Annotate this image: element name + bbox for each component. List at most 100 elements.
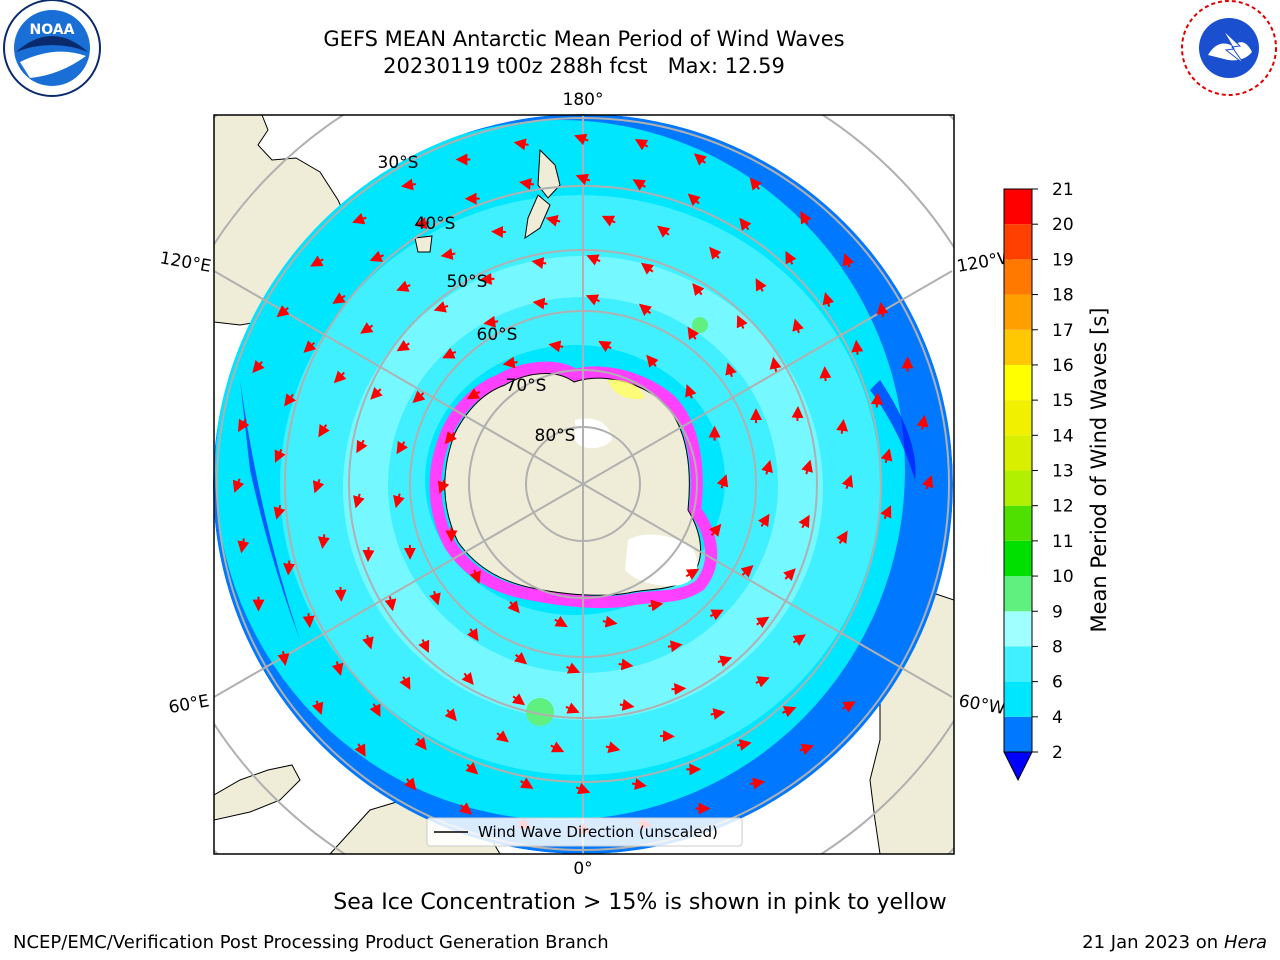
lat-label-50s: 50°S bbox=[447, 272, 488, 292]
wave-direction-arrow bbox=[716, 474, 729, 489]
wave-direction-arrow bbox=[755, 676, 770, 688]
wave-direction-arrow bbox=[369, 703, 381, 718]
wave-direction-arrow bbox=[440, 248, 456, 260]
wave-direction-arrow bbox=[740, 564, 754, 578]
wave-direction-arrow bbox=[601, 215, 616, 227]
patch-9-10s bbox=[526, 698, 554, 726]
wave-direction-arrow bbox=[709, 246, 722, 260]
wave-direction-arrow bbox=[369, 250, 384, 262]
wave-direction-arrow bbox=[693, 153, 707, 166]
wave-direction-arrow bbox=[520, 777, 534, 789]
wave-direction-arrow bbox=[717, 655, 733, 667]
colorbar-band bbox=[1004, 364, 1032, 401]
wave-direction-arrow bbox=[479, 273, 495, 285]
wave-direction-arrow bbox=[334, 586, 347, 602]
wave-direction-arrow bbox=[709, 523, 722, 537]
wave-direction-arrow bbox=[511, 693, 526, 706]
wave-direction-arrow bbox=[739, 217, 752, 231]
wave-direction-arrow bbox=[761, 459, 773, 475]
wave-direction-arrow bbox=[414, 737, 427, 751]
wave-direction-arrow bbox=[532, 297, 548, 310]
wave-direction-arrow bbox=[433, 301, 449, 313]
wave-direction-arrow bbox=[412, 390, 426, 404]
wave-direction-arrow bbox=[404, 777, 417, 791]
wave-direction-arrow bbox=[513, 138, 529, 151]
wave-direction-arrow bbox=[836, 418, 849, 434]
wave-direction-arrow bbox=[442, 347, 457, 359]
wave-direction-arrow bbox=[252, 360, 265, 374]
wave-direction-arrow bbox=[782, 706, 797, 718]
wave-direction-arrow bbox=[598, 340, 612, 353]
colorbar-tick-label: 14 bbox=[1052, 426, 1074, 446]
wave-direction-arrow bbox=[277, 651, 290, 667]
legend-box bbox=[426, 817, 743, 847]
wave-direction-arrow bbox=[687, 326, 700, 341]
colorbar-tick-label: 2 bbox=[1052, 743, 1063, 763]
new-zealand-north bbox=[537, 148, 561, 199]
legend-label: Wind Wave Direction (unscaled) bbox=[478, 823, 718, 841]
lat-label-80s: 80°S bbox=[535, 426, 576, 446]
colorbar-band bbox=[1004, 505, 1032, 541]
wave-direction-arrow bbox=[393, 493, 405, 509]
wave-direction-arrow bbox=[437, 479, 450, 494]
colorbar-band bbox=[1004, 400, 1032, 436]
madagascar-land bbox=[214, 764, 301, 821]
wave-direction-arrow bbox=[725, 362, 737, 378]
wave-direction-arrow bbox=[318, 424, 330, 438]
colorbar-tick-label: 8 bbox=[1052, 637, 1063, 657]
footer-timestamp: 21 Jan 2023 on Hera bbox=[1082, 932, 1267, 953]
wave-direction-arrow bbox=[785, 250, 797, 265]
wave-direction-arrow bbox=[798, 514, 810, 529]
wave-direction-arrow bbox=[792, 634, 806, 646]
wave-direction-arrow bbox=[333, 370, 347, 384]
wave-direction-arrow bbox=[756, 616, 770, 629]
footer-org: NCEP/EMC/Verification Post Processing Pr… bbox=[13, 932, 609, 953]
colorbar-tick-label: 17 bbox=[1052, 321, 1074, 341]
wave-direction-arrow bbox=[362, 634, 374, 650]
colorbar-label: Mean Period of Wind Waves [s] bbox=[1087, 308, 1111, 633]
wave-direction-arrow bbox=[648, 599, 664, 612]
wave-direction-arrow bbox=[396, 280, 411, 292]
wave-direction-arrow bbox=[459, 802, 473, 815]
sea-ice-caption: Sea Ice Concentration > 15% is shown in … bbox=[333, 890, 947, 915]
wave-direction-arrow bbox=[819, 366, 832, 382]
colorbar-tick-label: 4 bbox=[1052, 708, 1063, 728]
lon-label-60e: 60°E bbox=[167, 691, 211, 718]
colorbar-tick-label: 12 bbox=[1052, 497, 1074, 517]
colorbar-tick-label: 10 bbox=[1052, 567, 1074, 587]
wave-direction-arrow bbox=[736, 739, 752, 751]
wave-direction-arrow bbox=[836, 530, 848, 544]
wave-direction-arrow bbox=[550, 741, 565, 753]
map-title: GEFS MEAN Antarctic Mean Period of Wind … bbox=[323, 27, 845, 51]
wave-direction-arrow bbox=[799, 743, 814, 756]
wave-direction-arrow bbox=[332, 292, 346, 304]
lat-label-40s: 40°S bbox=[415, 214, 456, 234]
wave-direction-arrow bbox=[238, 418, 250, 433]
colorbar-tick-label: 11 bbox=[1052, 532, 1074, 552]
wave-direction-arrow bbox=[822, 292, 835, 307]
wave-direction-arrow bbox=[370, 387, 383, 400]
wave-direction-arrow bbox=[709, 609, 724, 621]
wave-direction-arrow bbox=[384, 596, 397, 612]
wave-direction-arrow bbox=[396, 339, 410, 352]
wave-direction-arrow bbox=[842, 701, 856, 713]
wave-direction-arrow bbox=[354, 743, 366, 757]
colorbar-band bbox=[1004, 259, 1032, 295]
wave-direction-arrow bbox=[418, 639, 430, 654]
lat-label-60s: 60°S bbox=[477, 325, 518, 345]
colorbar-tick-label: 19 bbox=[1052, 250, 1074, 270]
colorbar-band bbox=[1004, 646, 1032, 682]
wave-direction-arrow bbox=[352, 212, 367, 225]
wave-direction-arrow bbox=[531, 257, 547, 269]
lon-label-0: 0° bbox=[573, 859, 592, 879]
wave-direction-arrow bbox=[618, 658, 634, 671]
meridian-60e-120w bbox=[214, 270, 953, 698]
wave-direction-arrow bbox=[750, 777, 766, 790]
wave-direction-arrow bbox=[414, 217, 430, 229]
wave-direction-arrow bbox=[311, 700, 324, 715]
graticule bbox=[214, 115, 954, 854]
wave-direction-arrow bbox=[736, 314, 748, 329]
wave-direction-arrow bbox=[634, 139, 649, 151]
lon-label-120e: 120°E bbox=[158, 248, 212, 277]
colorbar-band bbox=[1004, 576, 1032, 612]
